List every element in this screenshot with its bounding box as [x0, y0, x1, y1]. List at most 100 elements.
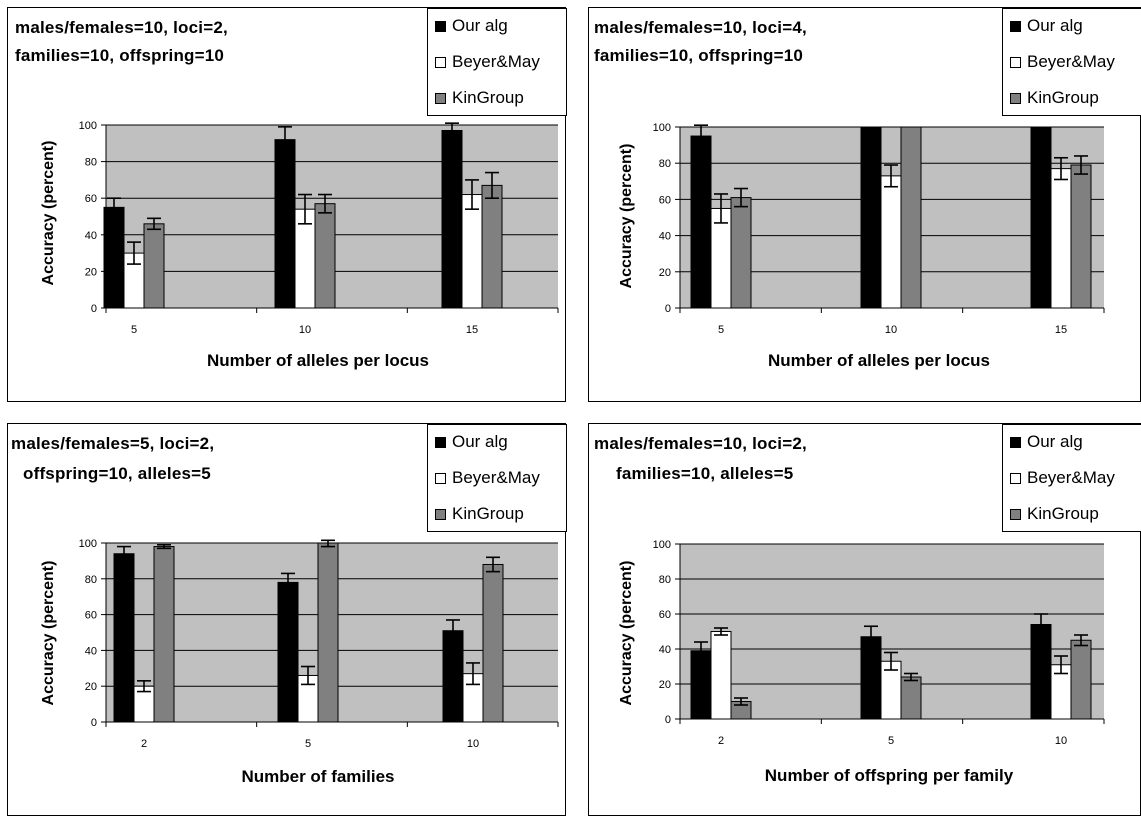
legend-swatch	[435, 21, 446, 32]
legend-label: Our alg	[1027, 16, 1083, 35]
y-tick-label: 60	[659, 194, 671, 206]
y-tick-label: 60	[85, 193, 97, 205]
chart-title-line-1: males/females=10, loci=2,	[594, 434, 807, 453]
x-tick-label: 5	[888, 735, 894, 747]
bar	[461, 194, 483, 309]
x-axis-title: Number of families	[241, 767, 395, 786]
y-tick-label: 0	[91, 303, 97, 315]
bar-chart-plot: 0 20 40 60 80 100 2 5 10	[653, 539, 1105, 747]
y-tick-label: 40	[85, 230, 97, 242]
x-axis-title: Number of offspring per family	[764, 766, 1014, 785]
y-tick-label: 100	[653, 122, 671, 134]
chart-legend: Our alg Beyer&May KinGroup	[1002, 424, 1141, 532]
legend-swatch	[435, 57, 446, 68]
bar	[153, 546, 175, 723]
chart-title-line-1: males/females=10, loci=2,	[15, 18, 228, 37]
legend-item-kingroup: KinGroup	[435, 88, 524, 108]
bar	[860, 636, 882, 720]
legend-label: KinGroup	[1027, 88, 1099, 107]
bar	[1050, 168, 1072, 309]
x-axis-title: Number of alleles per locus	[767, 351, 990, 370]
y-tick-label: 80	[85, 157, 97, 169]
legend-swatch	[1010, 437, 1021, 448]
legend-item-kingroup: KinGroup	[1010, 88, 1099, 108]
legend-swatch	[1010, 509, 1021, 520]
y-tick-label: 0	[665, 714, 671, 726]
bar-chart-plot: 0 20 40 60 80 100 2 5 10	[79, 538, 559, 750]
bar	[900, 676, 922, 720]
legend-swatch	[435, 437, 446, 448]
legend-label: KinGroup	[452, 88, 524, 107]
legend-item-our-alg: Our alg	[435, 432, 508, 452]
y-tick-label: 80	[659, 158, 671, 170]
chart-legend: Our alg Beyer&May KinGroup	[427, 424, 567, 532]
bar	[481, 184, 503, 309]
x-tick-label: 5	[718, 324, 724, 336]
x-tick-label: 5	[131, 324, 137, 336]
y-tick-label: 100	[79, 120, 97, 132]
bar	[900, 126, 922, 309]
y-tick-label: 0	[91, 717, 97, 729]
x-tick-label: 10	[467, 738, 479, 750]
y-tick-label: 60	[659, 609, 671, 621]
bar	[103, 206, 125, 309]
legend-label: KinGroup	[1027, 504, 1099, 523]
y-tick-label: 80	[85, 574, 97, 586]
chart-title-line-2: offspring=10, alleles=5	[23, 464, 211, 483]
chart-panel: males/females=10, loci=4, families=10, o…	[588, 7, 1141, 402]
y-tick-label: 60	[85, 610, 97, 622]
chart-title-line-2: families=10, offspring=10	[15, 46, 225, 65]
legend-label: KinGroup	[452, 504, 524, 523]
legend-item-beyer-may: Beyer&May	[435, 468, 540, 488]
bar	[690, 135, 712, 309]
x-tick-label: 5	[305, 738, 311, 750]
legend-label: Beyer&May	[452, 52, 540, 71]
bar	[277, 581, 299, 723]
legend-swatch	[435, 93, 446, 104]
x-tick-label: 15	[1055, 324, 1067, 336]
x-tick-label: 2	[718, 735, 724, 747]
bar	[143, 223, 165, 309]
bar	[482, 563, 504, 723]
y-tick-label: 100	[79, 538, 97, 550]
legend-swatch	[435, 509, 446, 520]
chart-legend: Our alg Beyer&May KinGroup	[1002, 8, 1141, 116]
bar	[690, 650, 712, 720]
bar	[1070, 639, 1092, 720]
legend-swatch	[1010, 473, 1021, 484]
bar	[1030, 624, 1052, 720]
bar	[441, 129, 463, 309]
bar	[1030, 126, 1052, 309]
bar	[880, 175, 902, 309]
y-tick-label: 20	[659, 679, 671, 691]
chart-title-line-2: families=10, offspring=10	[594, 46, 804, 65]
legend-item-beyer-may: Beyer&May	[1010, 468, 1115, 488]
x-tick-label: 2	[141, 738, 147, 750]
bar	[710, 631, 732, 720]
legend-label: Our alg	[1027, 432, 1083, 451]
bar	[730, 197, 752, 309]
chart-title-line-2: families=10, alleles=5	[616, 464, 794, 483]
legend-item-kingroup: KinGroup	[1010, 504, 1099, 524]
y-tick-label: 0	[665, 303, 671, 315]
legend-swatch	[435, 473, 446, 484]
chart-panel: males/females=10, loci=2, families=10, a…	[588, 423, 1141, 816]
bar	[442, 630, 464, 723]
chart-panel: males/females=5, loci=2, offspring=10, a…	[7, 423, 567, 816]
y-tick-label: 80	[659, 574, 671, 586]
bar-chart-plot: 0 20 40 60 80 100 5 10 15	[653, 122, 1105, 336]
x-tick-label: 10	[299, 324, 311, 336]
legend-swatch	[1010, 57, 1021, 68]
legend-item-our-alg: Our alg	[1010, 16, 1083, 36]
chart-legend: Our alg Beyer&May KinGroup	[427, 8, 567, 116]
legend-swatch	[1010, 21, 1021, 32]
y-tick-label: 40	[659, 644, 671, 656]
legend-label: Our alg	[452, 432, 508, 451]
x-tick-label: 10	[1055, 735, 1067, 747]
chart-panel: males/females=10, loci=2, families=10, o…	[7, 7, 567, 402]
x-axis-title: Number of alleles per locus	[206, 351, 429, 370]
chart-title-line-1: males/females=10, loci=4,	[594, 18, 807, 37]
legend-item-our-alg: Our alg	[1010, 432, 1083, 452]
y-tick-label: 100	[653, 539, 671, 551]
bar	[317, 542, 339, 723]
